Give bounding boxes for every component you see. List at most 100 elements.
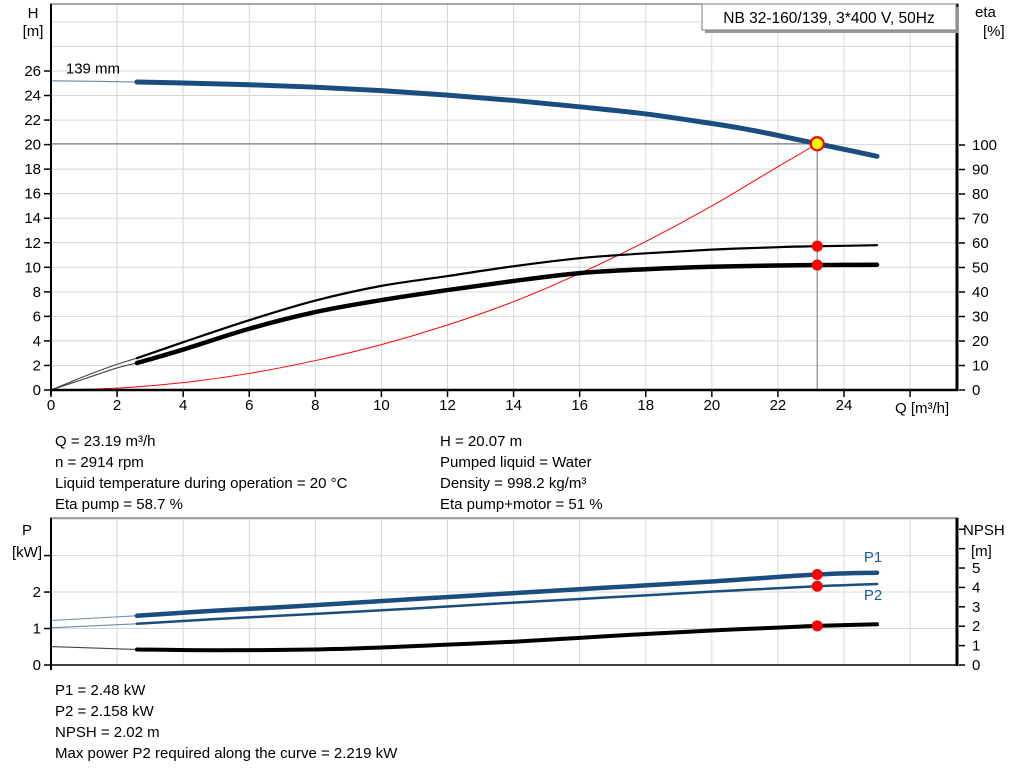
- axes: 0 2 4 6 8 10 12 14 16 18 20 22 24 Q [m³/h]02468101214…: [23, 3, 1005, 417]
- condition-line: Density = 998.2 kg/m³: [440, 475, 587, 492]
- condition-line: Q = 23.19 m³/h: [55, 433, 156, 450]
- eta-pump-curve-lead: [50, 357, 138, 391]
- x-tick-label: 22: [770, 397, 787, 414]
- result-values: P1 = 2.48 kW P2 = 2.158 kW NPSH = 2.02 m…: [55, 680, 397, 764]
- curve-label-p2: P2: [864, 587, 882, 604]
- pump-title: NB 32-160/139, 3*400 V, 50Hz: [723, 10, 934, 27]
- y-right-tick-label: 20: [972, 333, 989, 350]
- y-left-axis-title: H: [28, 5, 39, 22]
- x-tick-label: 10: [373, 397, 390, 414]
- y-left-axis-unit: [m]: [23, 23, 44, 40]
- operating-conditions-left: Q = 23.19 m³/h n = 2914 rpm Liquid tempe…: [55, 431, 347, 515]
- y-left-tick-label: 14: [24, 210, 41, 227]
- x-tick-label: 6: [245, 397, 253, 414]
- grid: [51, 4, 957, 390]
- p1-curve-lead: [50, 615, 137, 622]
- y-right-tick-label: 30: [972, 308, 989, 325]
- power-npsh-chart: 0 1 2 0 1 2 3 4 5 P [kW] NPSH [m] P1 P2: [12, 517, 1005, 674]
- condition-line: n = 2914 rpm: [55, 454, 144, 471]
- curve-label-p1: P1: [864, 549, 882, 566]
- y-left-tick-label: 1: [33, 621, 41, 638]
- y-right-tick-label: 2: [972, 618, 980, 635]
- p2-curve-marker: [811, 580, 823, 592]
- y-left-tick-label: 10: [24, 259, 41, 276]
- condition-line: Eta pump+motor = 51 %: [440, 496, 603, 513]
- y-right-axis-unit: [m]: [971, 543, 992, 560]
- y-right-tick-label: 1: [972, 638, 980, 655]
- y-left-tick-label: 20: [24, 137, 41, 154]
- y-left-tick-label: 6: [33, 308, 41, 325]
- result-line: P1 = 2.48 kW: [55, 682, 146, 699]
- x-tick-label: 18: [637, 397, 654, 414]
- curve-label-139-mm: 139 mm: [66, 60, 120, 77]
- head-curve-139mm-lead: [50, 80, 137, 83]
- y-left-tick-label: 26: [24, 63, 41, 80]
- condition-line: Liquid temperature during operation = 20…: [55, 475, 348, 492]
- title-box: [701, 3, 957, 31]
- y-left-tick-label: 22: [24, 112, 41, 129]
- y-right-tick-label: 5: [972, 560, 980, 577]
- y-left-axis-title: P: [22, 522, 32, 539]
- y-left-tick-label: 18: [24, 161, 41, 178]
- p2-curve-lead: [50, 623, 137, 629]
- p1-curve-marker: [811, 569, 823, 581]
- y-right-tick-label: 3: [972, 599, 980, 616]
- y-right-tick-label: 60: [972, 235, 989, 252]
- y-right-tick-label: 0: [972, 657, 980, 674]
- head-curve-139mm: [134, 79, 880, 159]
- y-left-tick-label: 4: [33, 333, 41, 350]
- x-tick-label: 4: [179, 397, 187, 414]
- y-left-tick-label: 0: [33, 382, 41, 399]
- y-left-axis-unit: [kW]: [12, 544, 42, 561]
- x-tick-label: 20: [703, 397, 720, 414]
- y-right-tick-label: 90: [972, 161, 989, 178]
- y-right-tick-label: 0: [972, 382, 980, 399]
- system-curve: [50, 143, 818, 391]
- condition-line: H = 20.07 m: [440, 433, 523, 450]
- y-left-tick-label: 24: [24, 88, 41, 105]
- x-axis-title: Q [m³/h]: [895, 400, 949, 417]
- condition-line: Eta pump = 58.7 %: [55, 496, 183, 513]
- x-tick-label: 14: [505, 397, 522, 414]
- x-tick-label: 0: [47, 397, 55, 414]
- operating-conditions-right: H = 20.07 m Pumped liquid = Water Densit…: [440, 431, 603, 515]
- y-right-tick-label: 50: [972, 259, 989, 276]
- y-left-tick-label: 2: [33, 584, 41, 601]
- y-left-tick-label: 12: [24, 235, 41, 252]
- y-right-tick-label: 80: [972, 186, 989, 203]
- npsh-curve: [134, 622, 880, 653]
- x-tick-label: 24: [836, 397, 853, 414]
- result-line: NPSH = 2.02 m: [55, 724, 160, 741]
- y-left-tick-label: 0: [33, 657, 41, 674]
- y-left-tick-label: 16: [24, 186, 41, 203]
- eta-pump-motor-curve-marker: [811, 259, 823, 271]
- eta-pump-motor-curve-lead: [50, 362, 138, 391]
- condition-line: Pumped liquid = Water: [440, 454, 592, 471]
- p1-curve: [134, 570, 880, 619]
- eta-pump-curve-marker: [811, 240, 823, 252]
- y-right-tick-label: 100: [972, 137, 997, 154]
- x-tick-label: 12: [439, 397, 456, 414]
- npsh-curve-lead: [50, 646, 137, 651]
- y-right-tick-label: 40: [972, 284, 989, 301]
- eta-pump-motor-curve: [134, 262, 880, 366]
- y-right-axis-unit: [%]: [983, 23, 1005, 40]
- x-tick-label: 16: [571, 397, 588, 414]
- npsh-curve-marker: [811, 620, 823, 632]
- eta-pump-curve: [135, 244, 879, 360]
- y-right-axis-title: eta: [975, 4, 997, 21]
- y-left-tick-label: 8: [33, 284, 41, 301]
- result-line: Max power P2 required along the curve = …: [55, 745, 398, 762]
- axes: 0 1 2 0 1 2 3 4 5 P [kW] NPSH [m]: [12, 517, 1005, 674]
- result-line: P2 = 2.158 kW: [55, 703, 154, 720]
- y-right-tick-label: 4: [972, 579, 980, 596]
- x-tick-label: 2: [113, 397, 121, 414]
- y-right-tick-label: 70: [972, 210, 989, 227]
- y-right-tick-label: 10: [972, 357, 989, 374]
- y-right-axis-title: NPSH: [963, 522, 1005, 539]
- y-left-tick-label: 2: [33, 357, 41, 374]
- p2-curve: [135, 582, 879, 626]
- qh-eta-chart: 0 2 4 6 8 10 12 14 16 18 20 22 24 Q [m³/h]02468101214…: [23, 3, 1005, 417]
